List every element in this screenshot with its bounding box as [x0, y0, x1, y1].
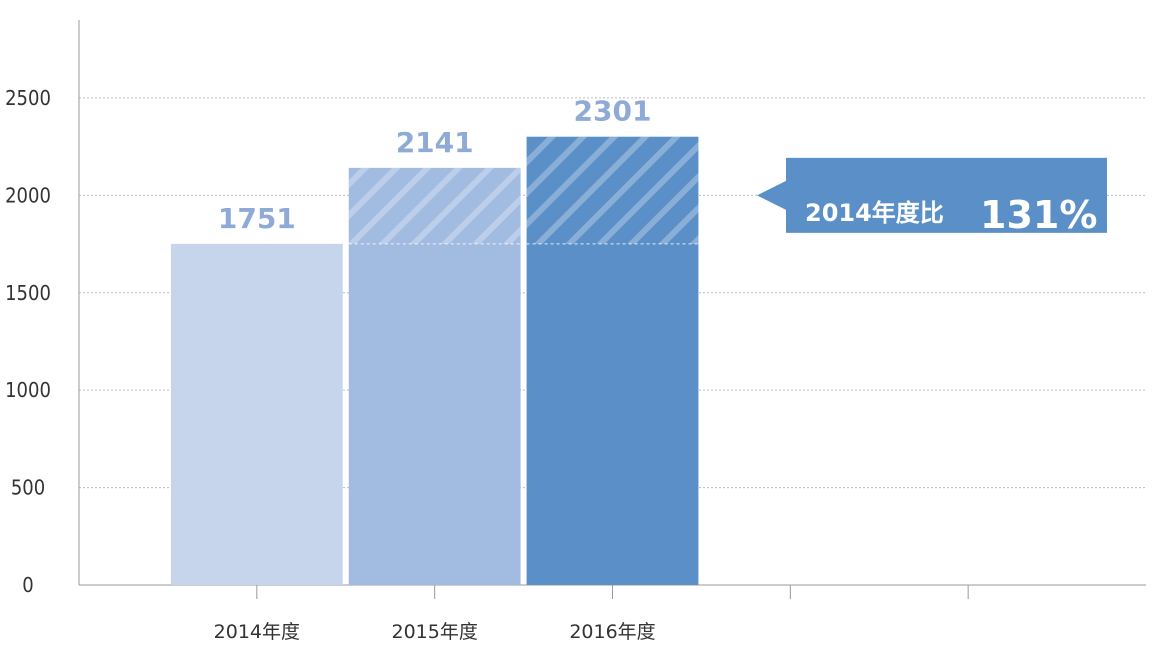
- bar-growth-hatch: [526, 136, 699, 244]
- category-label: 2015年度: [391, 621, 477, 643]
- y-tick-label: 2500: [5, 86, 51, 110]
- value-label: 2301: [574, 95, 652, 128]
- y-tick-labels: 0 500 1000 1500 2000 2500: [5, 86, 51, 597]
- x-ticks: [256, 585, 969, 599]
- y-tick-label: 0: [22, 573, 33, 597]
- bar: [170, 243, 343, 585]
- callout-percentage: 131%: [980, 193, 1097, 237]
- y-tick-label: 2000: [5, 183, 51, 207]
- category-labels: 2014年度 2015年度 2016年度: [214, 621, 656, 643]
- growth-callout: 2014年度比 131%: [757, 157, 1107, 237]
- y-tick-label: 500: [11, 476, 45, 500]
- y-tick-label: 1000: [5, 378, 51, 402]
- value-labels: 1751 2141 2301: [218, 95, 652, 235]
- y-tick-label: 1500: [5, 281, 51, 305]
- bar-growth-hatch: [348, 167, 521, 244]
- value-label: 2141: [396, 126, 474, 159]
- category-label: 2016年度: [569, 621, 655, 643]
- callout-pointer: [757, 180, 787, 211]
- callout-box: [786, 157, 1107, 233]
- value-label: 1751: [218, 202, 296, 235]
- category-label: 2014年度: [214, 621, 300, 643]
- callout-label: 2014年度比: [805, 199, 944, 227]
- bars: [170, 136, 699, 585]
